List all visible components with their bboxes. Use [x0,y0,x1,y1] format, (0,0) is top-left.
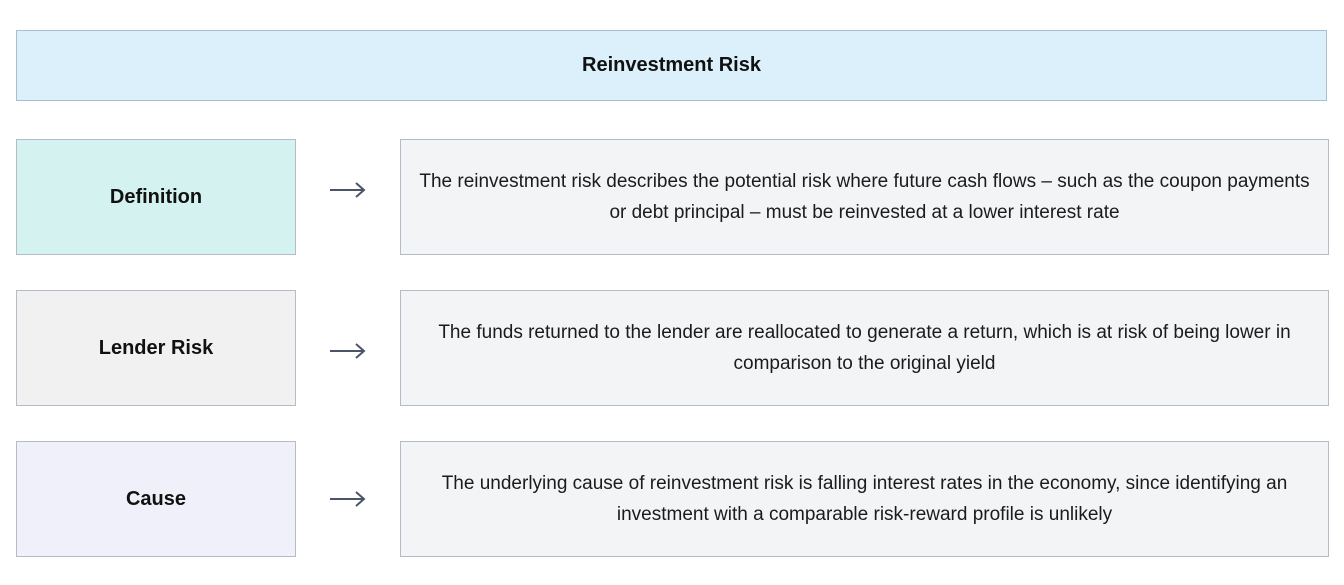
row-definition: Definition The reinvestment risk describ… [0,139,1344,255]
label-lender-risk: Lender Risk [16,290,296,406]
description-definition: The reinvestment risk describes the pote… [400,139,1329,255]
right-arrow-icon [330,491,366,507]
right-arrow-icon [330,343,366,359]
description-lender-risk: The funds returned to the lender are rea… [400,290,1329,406]
description-cause: The underlying cause of reinvestment ris… [400,441,1329,557]
label-cause: Cause [16,441,296,557]
right-arrow-icon [330,182,366,198]
label-definition: Definition [16,139,296,255]
row-lender-risk: Lender Risk The funds returned to the le… [0,290,1344,406]
diagram-title: Reinvestment Risk [16,30,1327,101]
row-cause: Cause The underlying cause of reinvestme… [0,441,1344,557]
